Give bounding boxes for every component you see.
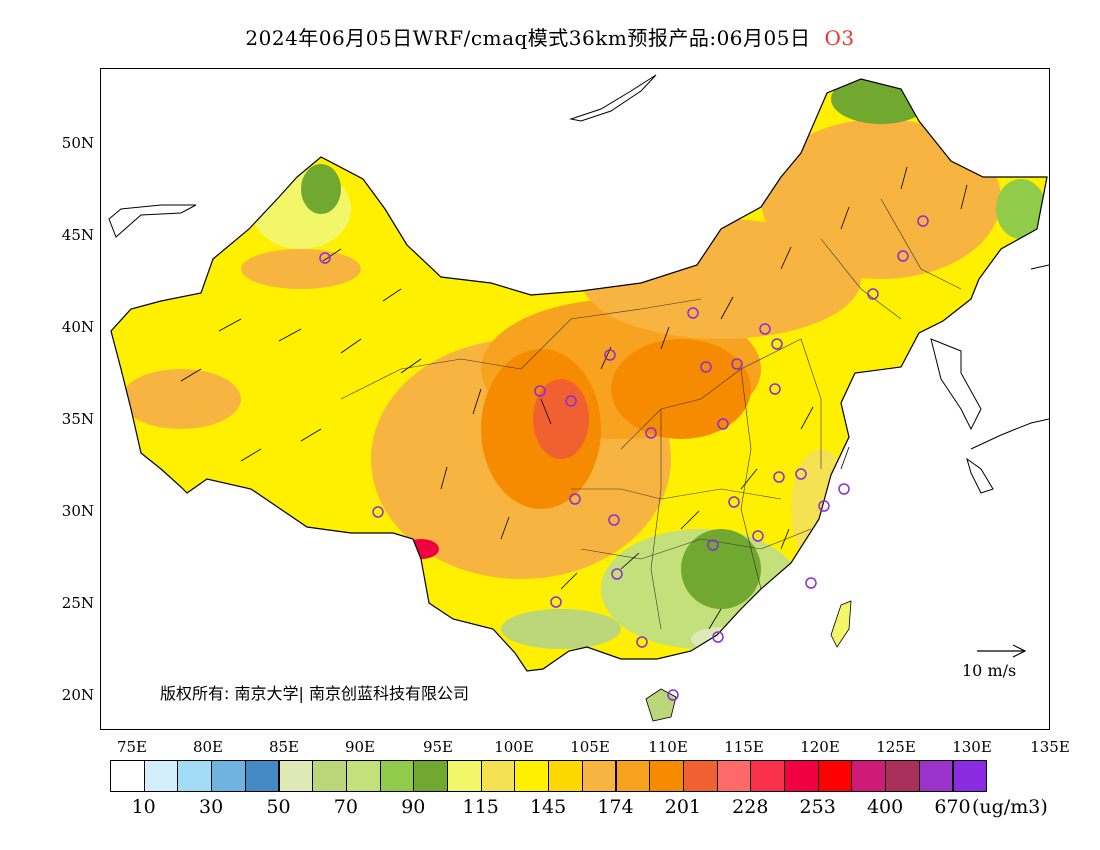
wind-vectors [180,166,968,630]
legend-swatch [514,760,550,792]
lat-label: 25N [61,594,94,612]
legend-swatch [716,760,752,792]
legend-label: 30 [199,796,224,818]
legend-label: 145 [529,796,567,818]
legend-swatch [784,760,819,792]
legend-swatch [548,760,583,792]
lat-label: 35N [61,410,94,428]
lon-label: 115E [724,738,764,756]
neighbour-coastlines [108,74,1049,494]
city-markers [319,215,929,701]
legend-swatch [312,760,347,792]
legend-swatch [379,760,415,792]
forecast-map [100,68,1050,730]
lon-label: 110E [648,738,688,756]
map-canvas [108,74,1049,722]
lat-label: 50N [61,134,94,152]
legend-swatch [885,760,920,792]
lon-label: 95E [422,738,454,756]
legend-label: 670 [934,796,971,818]
vector-scale-arrow [977,644,1027,658]
legend-label: 228 [732,796,769,818]
taiwan-island [830,600,852,648]
legend-swatch [750,760,785,792]
legend-swatch [581,760,617,792]
legend-label: 201 [664,796,702,818]
legend-label: 400 [866,796,904,818]
legend-swatch [345,760,381,792]
legend-swatch [447,760,482,792]
legend-swatch [177,760,213,792]
legend-swatch [851,760,887,792]
legend-swatch [278,760,314,792]
lon-label: 125E [876,738,916,756]
lon-label: 85E [268,738,300,756]
legend-swatch [413,760,448,792]
lat-label: 45N [61,226,94,244]
title-text: 2024年06月05日WRF/cmaq模式36km预报产品:06月05日 [245,26,811,50]
legend-swatch [211,760,246,792]
legend-label: 10 [131,796,156,818]
legend-label: 50 [266,796,291,818]
legend-swatch [817,760,853,792]
legend-swatch [110,760,145,792]
legend-swatch [649,760,684,792]
legend-label: 90 [401,796,426,818]
legend-label: 115 [462,796,499,818]
lat-label: 30N [61,502,94,520]
map-title: 2024年06月05日WRF/cmaq模式36km预报产品:06月05日 O3 [0,22,1100,51]
legend-label: 253 [799,796,836,818]
lon-label: 100E [494,738,534,756]
lon-label: 130E [952,738,992,756]
legend-swatch [143,760,179,792]
legend-swatch [682,760,718,792]
vector-scale-label: 10 m/s [962,661,1017,680]
hainan-island [645,688,677,722]
lon-label: 90E [344,738,376,756]
lon-label: 75E [116,738,148,756]
lon-label: 105E [570,738,610,756]
lon-label: 120E [800,738,840,756]
lon-label: 80E [192,738,224,756]
legend-swatch [952,760,988,792]
legend-swatch [480,760,516,792]
legend-label: 70 [333,796,358,818]
legend-swatch [244,760,280,792]
legend-unit: (ug/m3) [972,796,1048,818]
legend-swatch [918,760,954,792]
lon-label: 135E [1030,738,1070,756]
lat-label: 40N [61,318,94,336]
legend-label: 174 [597,796,634,818]
province-boundaries [340,198,962,630]
china-border [110,78,1048,672]
pollutant-label: O3 [824,26,855,50]
legend-swatch [615,760,651,792]
copyright-notice: 版权所有: 南京大学| 南京创蓝科技有限公司 [160,684,469,703]
lat-label: 20N [61,686,94,704]
